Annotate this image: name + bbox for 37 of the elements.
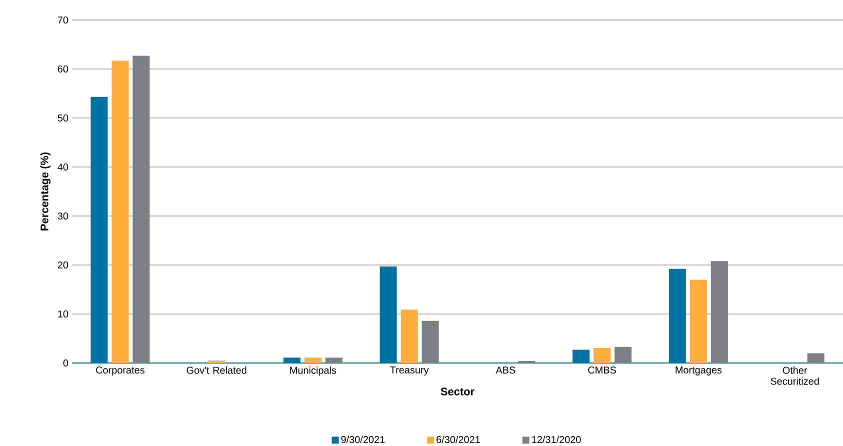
y-axis-title: Percentage (%) <box>40 152 51 230</box>
bar <box>690 280 707 363</box>
legend-label: 12/31/2020 <box>532 436 581 444</box>
y-tick-label: 50 <box>58 114 68 122</box>
bar <box>400 310 418 363</box>
x-tick-label: Gov't Related <box>186 366 246 374</box>
x-tick-label: Treasury <box>390 366 429 376</box>
x-tick-label: CMBS <box>588 366 616 374</box>
y-tick-label: 20 <box>58 261 68 269</box>
bar <box>90 96 108 363</box>
x-tick-label: Other Securitized <box>770 366 819 385</box>
legend-label: 9/30/2021 <box>341 436 385 444</box>
y-tick-label: 10 <box>58 310 68 318</box>
x-axis-title: Sector <box>440 388 474 396</box>
y-tick-label: 60 <box>58 65 68 73</box>
bar <box>132 56 150 363</box>
y-tick-label: 0 <box>63 359 68 367</box>
y-tick-label: 40 <box>58 163 68 171</box>
y-tick-label: 30 <box>58 212 68 220</box>
bar <box>283 358 300 363</box>
x-tick-label: Corporates <box>96 366 144 376</box>
x-tick-label: Mortgages <box>676 366 722 376</box>
y-tick-label: 70 <box>58 16 68 24</box>
bar <box>422 320 439 363</box>
x-tick-label: Municipals <box>290 366 336 376</box>
bar <box>807 353 824 363</box>
bar <box>668 268 686 363</box>
bar <box>710 261 728 363</box>
bar <box>614 346 632 363</box>
x-tick-label: ABS <box>496 366 516 374</box>
bar <box>594 348 611 363</box>
bar <box>325 358 342 363</box>
bar <box>572 350 590 363</box>
bar <box>380 266 397 363</box>
bar <box>304 358 322 363</box>
bar <box>112 60 129 363</box>
legend-label: 6/30/2021 <box>436 436 480 444</box>
